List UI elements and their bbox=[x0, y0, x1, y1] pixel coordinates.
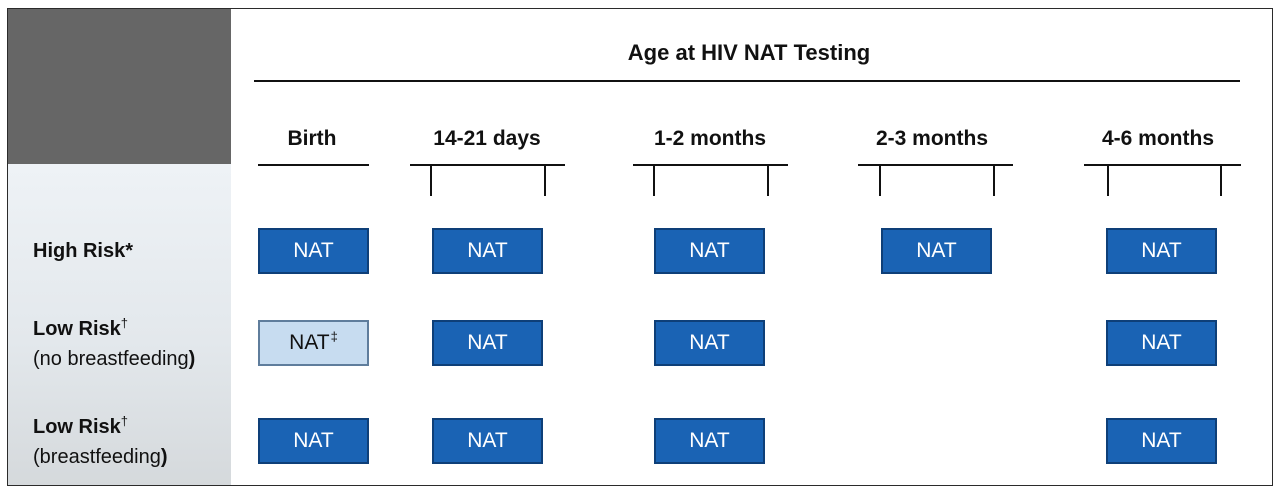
col-rule-1-2-months bbox=[633, 164, 788, 166]
col-label-1-2-months: 1-2 months bbox=[653, 127, 766, 150]
row-header-column bbox=[8, 164, 231, 485]
dagger-footnote-mark: † bbox=[120, 413, 129, 429]
header-rule bbox=[254, 80, 1240, 82]
nat-box-low-risk-bf-1-2-months: NAT bbox=[654, 418, 765, 464]
col-label-14-21-days: 14-21 days bbox=[433, 127, 541, 150]
row-label-low-risk-breastfeeding: Low Risk† (breastfeeding) bbox=[33, 412, 168, 472]
row-sublabel-text: (breastfeeding bbox=[33, 446, 161, 468]
dagger-footnote-mark: † bbox=[120, 315, 129, 331]
nat-box-low-risk-bf-4-6-months: NAT bbox=[1106, 418, 1217, 464]
col-tick-start bbox=[1107, 166, 1109, 196]
row-sublabel-close: ) bbox=[160, 446, 168, 468]
corner-block bbox=[8, 9, 231, 164]
row-label-text: Low Risk bbox=[33, 416, 121, 438]
row-label-text: Low Risk bbox=[33, 318, 121, 340]
row-sublabel-text: (no breastfeeding bbox=[33, 348, 189, 370]
row-label-text: High Risk* bbox=[33, 240, 134, 262]
nat-box-low-risk-no-bf-1-2-months: NAT bbox=[654, 320, 765, 366]
col-tick-start bbox=[879, 166, 881, 196]
col-rule-birth bbox=[258, 164, 369, 166]
nat-box-high-risk-1-2-months: NAT bbox=[654, 228, 765, 274]
nat-box-low-risk-no-bf-14-21-days: NAT bbox=[432, 320, 543, 366]
nat-box-low-risk-no-bf-birth-optional: NAT ‡ bbox=[258, 320, 369, 366]
nat-box-low-risk-no-bf-4-6-months: NAT bbox=[1106, 320, 1217, 366]
col-tick-start bbox=[430, 166, 432, 196]
row-label-low-risk-no-breastfeeding: Low Risk† (no breastfeeding) bbox=[33, 314, 195, 374]
nat-box-high-risk-14-21-days: NAT bbox=[432, 228, 543, 274]
col-label-birth: Birth bbox=[287, 127, 337, 150]
nat-box-low-risk-bf-birth: NAT bbox=[258, 418, 369, 464]
nat-box-high-risk-4-6-months: NAT bbox=[1106, 228, 1217, 274]
col-label-2-3-months: 2-3 months bbox=[875, 127, 988, 150]
row-label-high-risk: High Risk* bbox=[33, 236, 133, 266]
header-title: Age at HIV NAT Testing bbox=[627, 40, 871, 65]
col-rule-2-3-months bbox=[858, 164, 1013, 166]
nat-box-high-risk-birth: NAT bbox=[258, 228, 369, 274]
col-tick-end bbox=[993, 166, 995, 196]
nat-box-low-risk-bf-14-21-days: NAT bbox=[432, 418, 543, 464]
nat-box-high-risk-2-3-months: NAT bbox=[881, 228, 992, 274]
col-tick-start bbox=[653, 166, 655, 196]
row-sublabel-close: ) bbox=[188, 348, 196, 370]
col-tick-end bbox=[544, 166, 546, 196]
col-tick-end bbox=[767, 166, 769, 196]
col-rule-14-21-days bbox=[410, 164, 565, 166]
col-tick-end bbox=[1220, 166, 1222, 196]
col-rule-4-6-months bbox=[1084, 164, 1241, 166]
col-label-4-6-months: 4-6 months bbox=[1101, 127, 1214, 150]
